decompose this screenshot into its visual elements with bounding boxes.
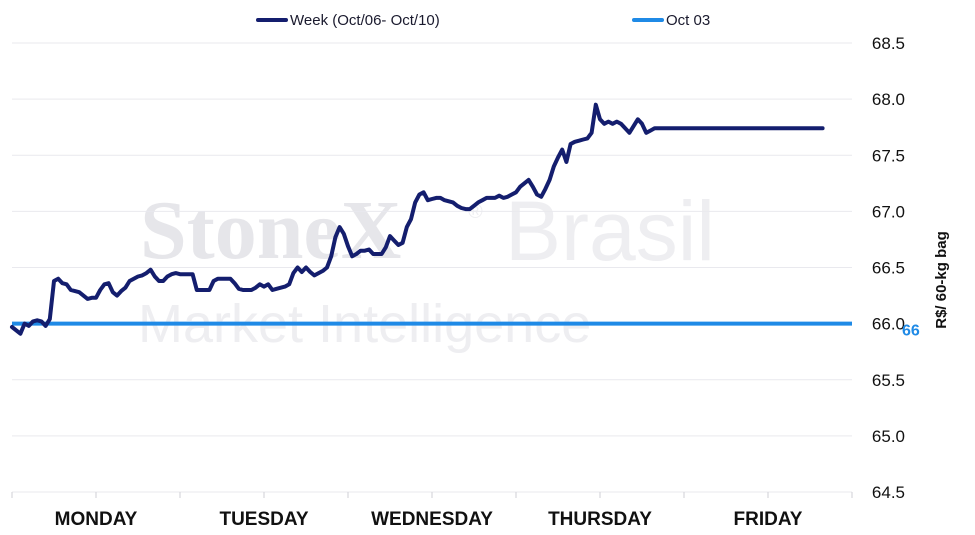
- legend: Week (Oct/06- Oct/10) Oct 03: [256, 12, 710, 29]
- y-tick-label: 67.0: [872, 202, 905, 221]
- x-tick-label: FRIDAY: [734, 509, 803, 530]
- y-tick-label: 66.0: [872, 315, 905, 334]
- series-line-week: [10, 102, 825, 336]
- watermark-brand: StoneX: [140, 184, 401, 277]
- watermark-brand-suffix: Brasil: [505, 184, 715, 278]
- y-axis-label: R$/ 60-kg bag: [933, 231, 950, 329]
- x-tick-label: MONDAY: [55, 509, 138, 530]
- series-layer: [10, 102, 825, 336]
- legend-label-week: Week (Oct/06- Oct/10): [290, 12, 440, 29]
- y-tick-label: 68.5: [872, 34, 905, 53]
- y-tick-label: 64.5: [872, 483, 905, 502]
- y-tick-label: 67.5: [872, 146, 905, 165]
- x-tick-label: TUESDAY: [219, 509, 308, 530]
- x-tick-label: THURSDAY: [548, 509, 652, 530]
- x-axis-ticks: MONDAY TUESDAY WEDNESDAY THURSDAY FRIDAY: [11, 491, 853, 530]
- y-axis-ticks: 64.5 65.0 65.5 66.0 66.5 67.0 67.5 68.0 68.5: [872, 34, 905, 502]
- grid: [12, 42, 852, 493]
- legend-label-ref: Oct 03: [666, 12, 710, 29]
- y-tick-label: 66.5: [872, 259, 905, 278]
- y-tick-label: 65.5: [872, 371, 905, 390]
- y-tick-label: 65.0: [872, 427, 905, 446]
- x-tick-label: WEDNESDAY: [371, 509, 493, 530]
- reference-value-label: 66: [902, 323, 920, 340]
- y-tick-label: 68.0: [872, 90, 905, 109]
- watermark: StoneX ® Brasil Market Intelligence: [138, 184, 715, 354]
- reference-line-group: 66: [12, 321, 920, 340]
